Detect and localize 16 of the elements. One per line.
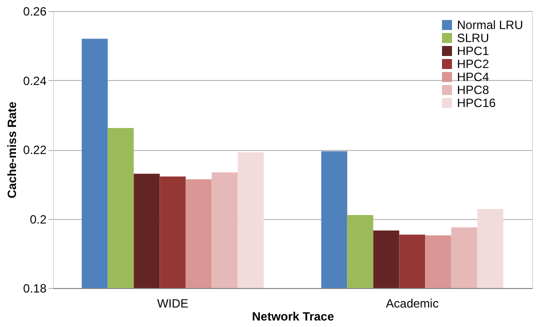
- x-tick-label: Academic: [386, 296, 439, 310]
- legend-label: SLRU: [457, 31, 490, 45]
- y-tick-label: 0.2: [30, 212, 47, 226]
- y-axis-title: Cache-miss Rate: [5, 101, 20, 198]
- y-tick-label: 0.24: [23, 74, 47, 88]
- x-axis-title: Network Trace: [252, 310, 334, 324]
- y-tick-label: 0.26: [23, 4, 47, 18]
- legend-label: Normal LRU: [457, 18, 524, 32]
- legend-label: HPC16: [457, 96, 496, 110]
- legend-label: HPC4: [457, 70, 490, 84]
- y-tick-label: 0.18: [23, 282, 47, 296]
- y-tick-label: 0.22: [23, 143, 47, 157]
- legend-label: HPC8: [457, 83, 490, 97]
- legend-label: HPC1: [457, 44, 490, 58]
- x-tick-label: WIDE: [157, 296, 188, 310]
- legend-label: HPC2: [457, 57, 490, 71]
